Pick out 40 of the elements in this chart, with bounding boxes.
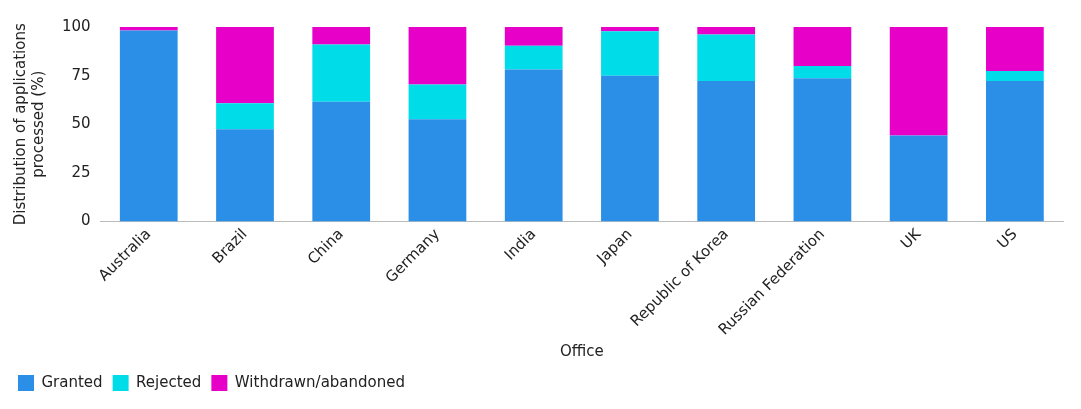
bar [793, 65, 852, 79]
bar [312, 44, 371, 102]
legend-label: Granted [41, 372, 103, 391]
x-tick-label: US [993, 224, 1021, 253]
bar [986, 70, 1044, 81]
bar [504, 27, 563, 46]
bar [601, 27, 659, 32]
bar [408, 119, 467, 222]
bar [216, 27, 274, 104]
legend-label: Withdrawn/abandoned [234, 372, 406, 391]
bar [793, 27, 852, 66]
bar [889, 27, 948, 136]
y-tick-label: 100 [61, 16, 91, 35]
x-tick-label: UK [896, 223, 926, 253]
bar [601, 31, 659, 76]
bar [504, 45, 563, 70]
bar [216, 103, 274, 130]
y-tick-label: 25 [71, 162, 91, 181]
bar [986, 80, 1044, 222]
bar [697, 80, 756, 222]
bar [889, 135, 948, 222]
bar [601, 75, 659, 222]
y-tick-label: 0 [81, 211, 91, 230]
bar [986, 27, 1044, 71]
bar [312, 101, 371, 222]
y-tick-label: 50 [71, 114, 91, 133]
bar [408, 84, 467, 120]
legend-label: Rejected [136, 372, 202, 391]
bar [216, 129, 274, 222]
bar [697, 27, 756, 35]
bar [793, 78, 852, 222]
bar [697, 34, 756, 81]
bar [408, 27, 467, 85]
y-axis-title: Distribution of applications processed (%) [10, 23, 47, 226]
y-tick-label: 75 [71, 65, 91, 84]
bar [119, 27, 178, 31]
bar [312, 27, 371, 45]
bar [504, 69, 563, 222]
x-axis-title: Office [559, 341, 604, 360]
bar [119, 30, 178, 222]
